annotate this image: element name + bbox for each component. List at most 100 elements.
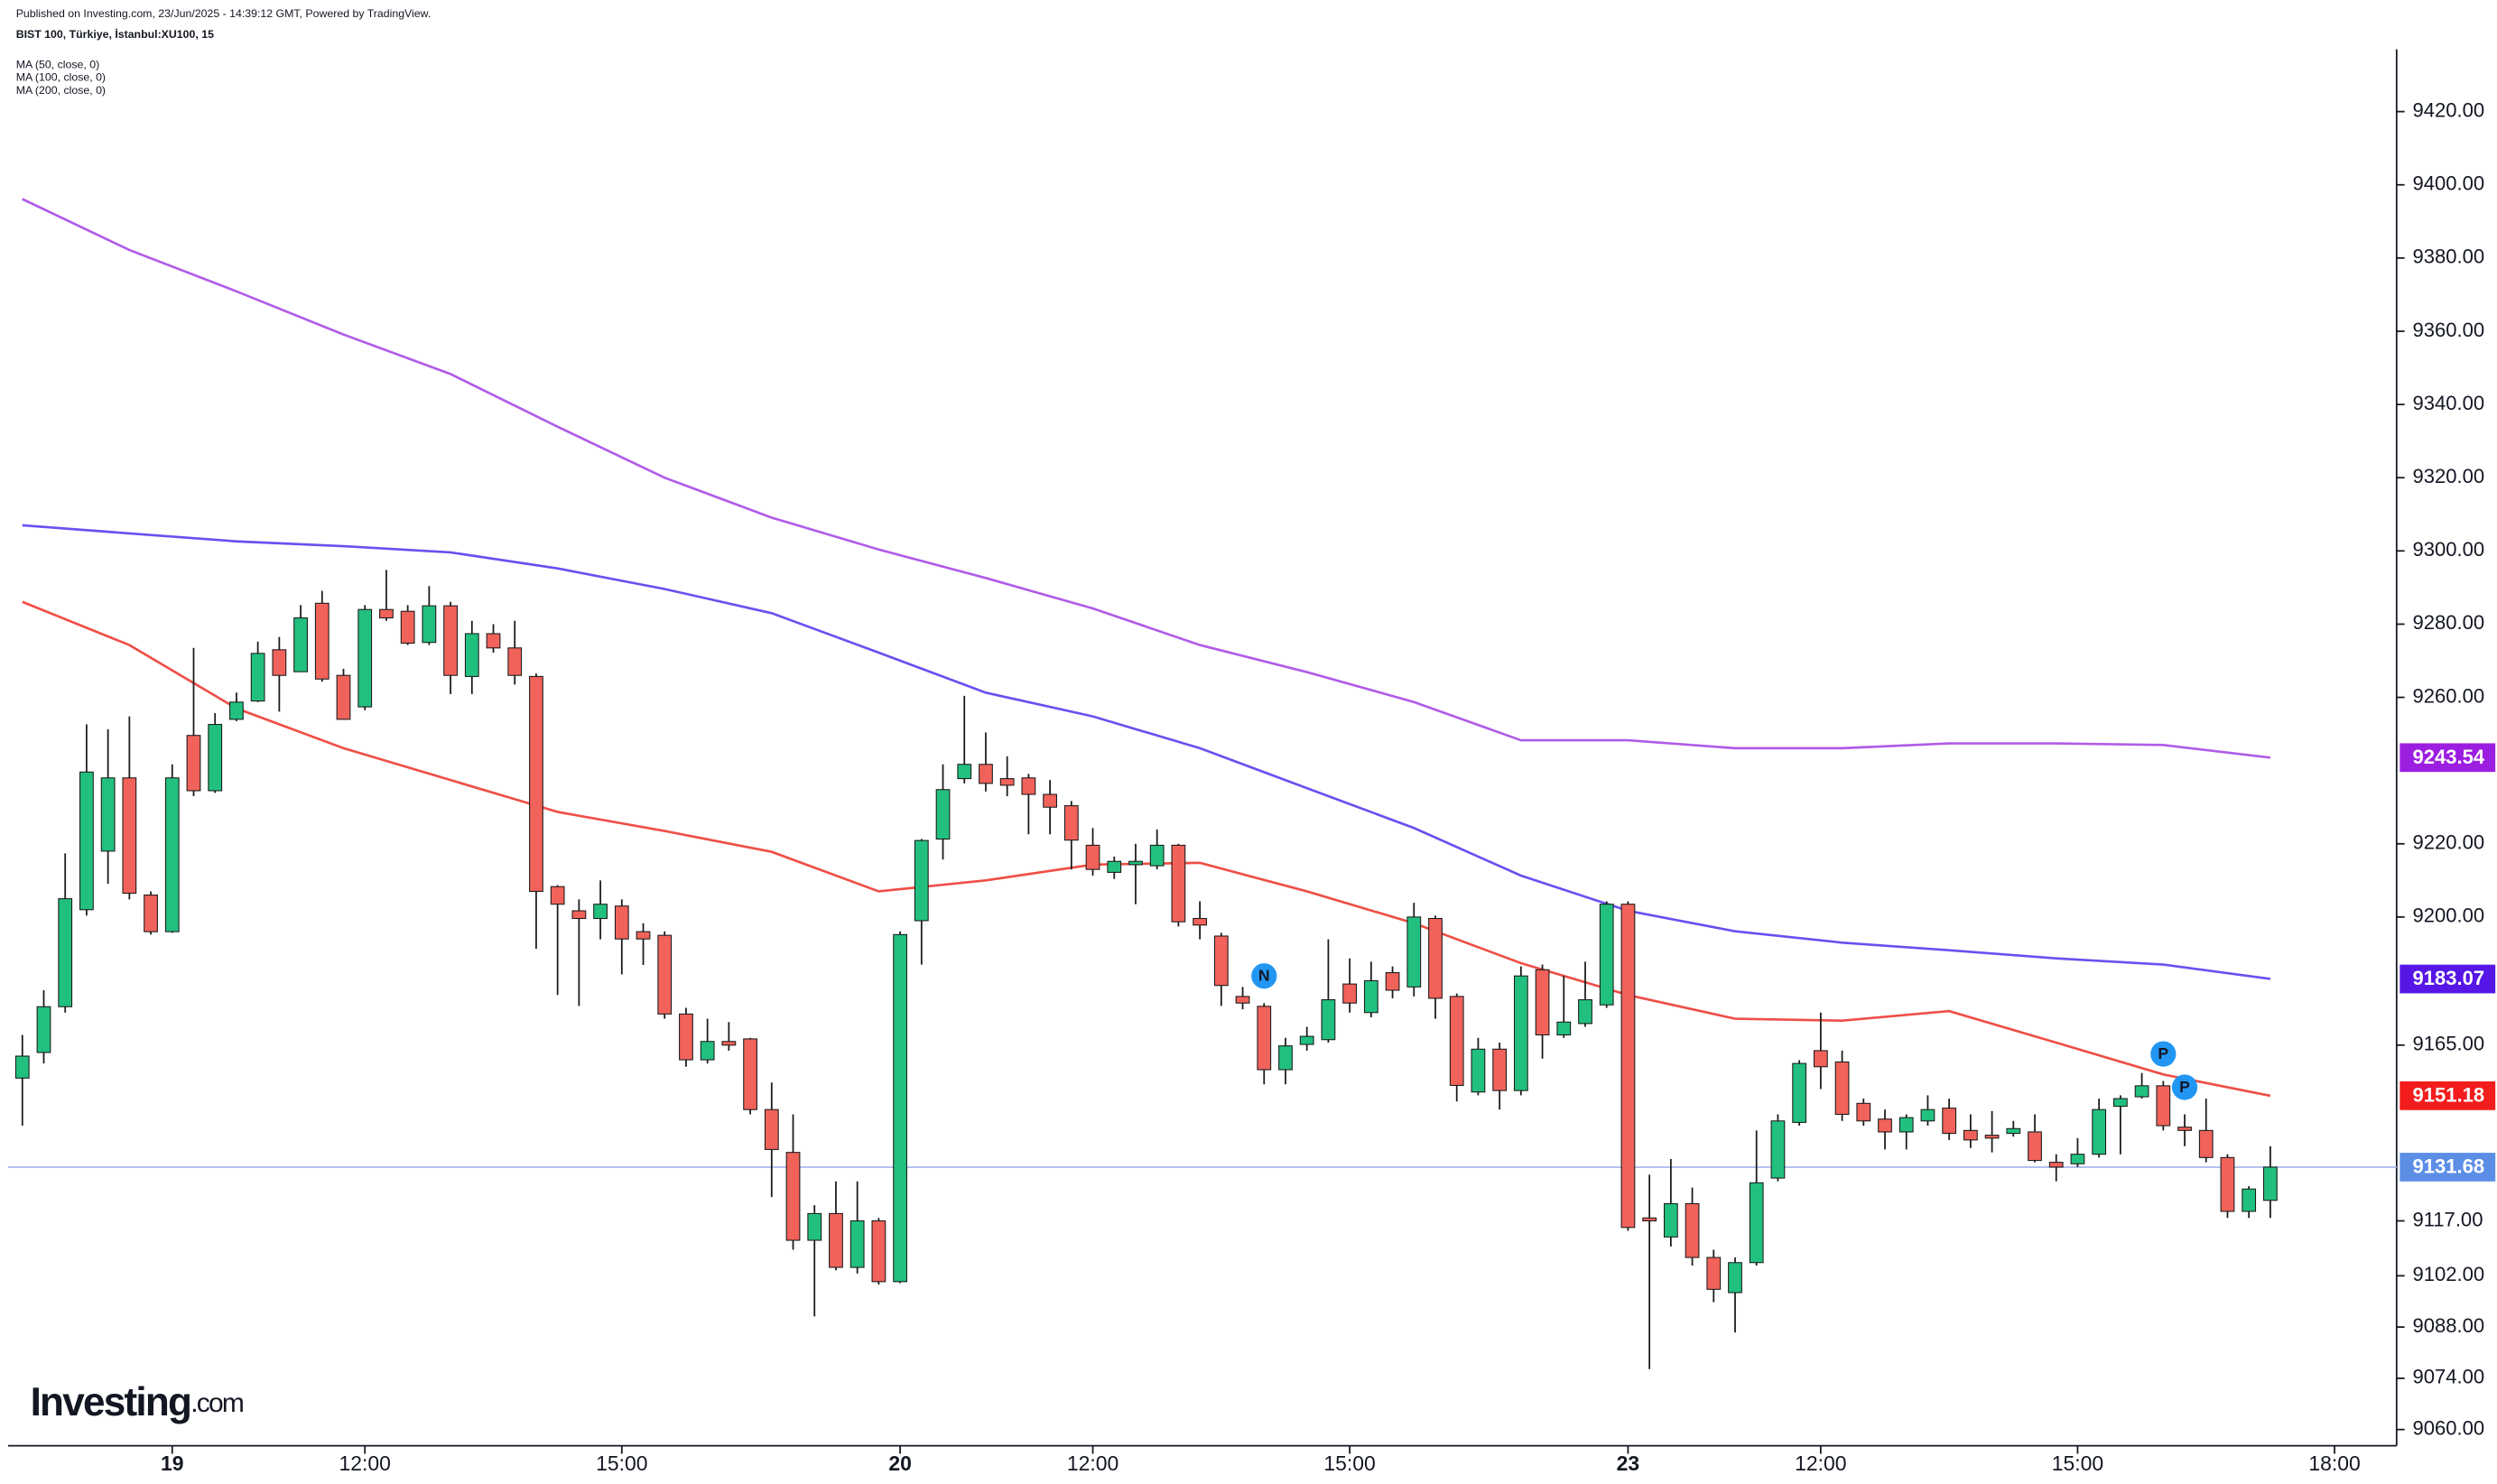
candle-body	[1963, 1129, 1978, 1141]
y-tick-label: 9165.00	[2412, 1033, 2484, 1055]
candle-body	[79, 771, 94, 911]
candle-body	[2156, 1085, 2171, 1127]
ma-price-label: 9151.18	[2412, 1084, 2484, 1107]
candle-body	[721, 1041, 737, 1046]
y-tick-label: 9060.00	[2412, 1417, 2484, 1440]
candle-body	[379, 608, 394, 619]
ma-price-label-box	[2400, 1081, 2496, 1110]
event-label: N	[1258, 967, 1270, 985]
candle-body	[2092, 1108, 2107, 1155]
event-marker	[2171, 1074, 2198, 1100]
candle-body	[336, 674, 351, 720]
candle-body	[2112, 1098, 2128, 1108]
candle-body	[486, 633, 501, 649]
candle-body	[2220, 1156, 2235, 1212]
candle-body	[1321, 999, 1336, 1041]
candle-body	[1834, 1061, 1850, 1116]
event-marker	[1251, 963, 1277, 989]
y-tick-label: 9340.00	[2412, 392, 2484, 414]
y-tick-label: 9320.00	[2412, 465, 2484, 487]
y-tick-label: 9300.00	[2412, 538, 2484, 561]
candle-body	[443, 605, 458, 676]
candle-body	[100, 777, 116, 852]
candle-body	[2070, 1154, 2085, 1164]
candle-body	[314, 602, 330, 680]
candle-body	[2006, 1127, 2021, 1135]
logo-name: Investing	[31, 1379, 191, 1424]
candle-body	[1770, 1120, 1786, 1179]
ma-line	[22, 600, 2271, 1098]
y-tick-label: 9260.00	[2412, 684, 2484, 707]
candle-body	[743, 1038, 757, 1110]
candle-body	[1385, 971, 1400, 991]
candle-body	[785, 1152, 801, 1241]
candle-body	[1642, 1217, 1657, 1222]
chart-title: BIST 100, Türkiye, İstanbul:XU100, 15	[16, 27, 214, 41]
candle-body	[849, 1220, 865, 1268]
candle-body	[999, 778, 1015, 786]
candle-body	[1620, 904, 1636, 1229]
candle-body	[1043, 793, 1057, 808]
candle-body	[636, 931, 651, 940]
candle-body	[1063, 805, 1079, 841]
candle-body	[1021, 777, 1036, 795]
candle-body	[1535, 969, 1550, 1036]
x-tick-label: 15:00	[2052, 1452, 2103, 1475]
logo: Investing.com	[31, 1379, 244, 1424]
y-tick-label: 9088.00	[2412, 1314, 2484, 1337]
candle-body	[657, 934, 673, 1015]
candle-body	[58, 898, 73, 1007]
candle-body	[1342, 983, 1358, 1004]
candle-body	[464, 633, 479, 677]
candle-body	[1513, 975, 1528, 1091]
candle-body	[1599, 904, 1614, 1006]
candle-body	[1449, 996, 1464, 1086]
candle-body	[1149, 844, 1165, 867]
ma-price-label-box	[2400, 743, 2496, 773]
candle-body	[36, 1006, 51, 1053]
candle-body	[700, 1041, 715, 1061]
candle-body	[1898, 1117, 1914, 1133]
last-price-label: 9131.68	[2412, 1155, 2484, 1178]
candle-body	[122, 777, 137, 895]
candle-body	[957, 764, 972, 780]
candle-body	[293, 617, 308, 672]
candle-body	[1728, 1262, 1742, 1294]
ma-line	[22, 524, 2271, 980]
candle-body	[807, 1212, 822, 1241]
candle-body	[14, 1055, 30, 1079]
y-tick-label: 9074.00	[2412, 1366, 2484, 1388]
ma-price-label: 9243.54	[2412, 746, 2484, 768]
candle-body	[1749, 1182, 1764, 1264]
y-tick-label: 9280.00	[2412, 611, 2484, 634]
candle-body	[593, 904, 608, 920]
y-tick-label: 9360.00	[2412, 319, 2484, 341]
candle-body	[2177, 1127, 2192, 1131]
candle-body	[1471, 1048, 1486, 1093]
candle-body	[507, 647, 523, 676]
candle-body	[871, 1220, 886, 1283]
candle-body	[1920, 1108, 1935, 1122]
candle-body	[164, 777, 180, 932]
candle-body	[2198, 1129, 2214, 1158]
x-tick-label: 15:00	[596, 1452, 647, 1475]
candle-body	[1856, 1102, 1871, 1122]
x-tick-label: 18:00	[2308, 1452, 2360, 1475]
candle-body	[250, 653, 265, 702]
candle-body	[357, 608, 373, 708]
candle-body	[571, 910, 587, 920]
legend-entry: MA (100, close, 0)	[16, 71, 106, 84]
candle-body	[144, 895, 158, 932]
x-tick-label: 12:00	[1067, 1452, 1119, 1475]
x-tick-label: 23	[1617, 1452, 1639, 1475]
ma-price-label-box	[2400, 964, 2496, 994]
y-tick-label: 9380.00	[2412, 246, 2484, 268]
y-tick-label: 9420.00	[2412, 98, 2484, 121]
x-tick-label: 15:00	[1323, 1452, 1375, 1475]
y-tick-label: 9220.00	[2412, 831, 2484, 854]
candle-body	[2028, 1131, 2042, 1162]
candle-body	[1107, 860, 1122, 873]
y-tick-label: 9200.00	[2412, 904, 2484, 927]
